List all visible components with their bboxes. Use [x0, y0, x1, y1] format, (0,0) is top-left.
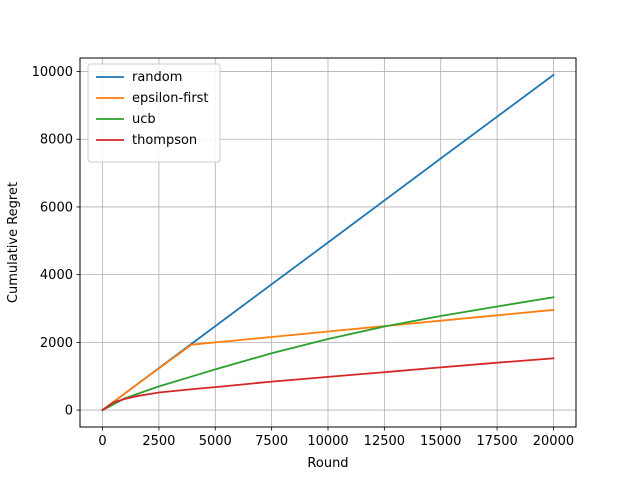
- y-tick-label: 2000: [40, 336, 73, 351]
- x-axis-label: Round: [307, 456, 348, 471]
- axis-ticks: 0 2500 5000 7500 10000 12500 15000 17500 20000 0 2…: [32, 65, 574, 449]
- y-tick-label: 4000: [40, 268, 73, 283]
- x-tick-label: 7500: [255, 434, 288, 449]
- x-tick-label: 2500: [142, 434, 175, 449]
- x-tick-label: 12500: [364, 434, 405, 449]
- y-tick-label: 8000: [40, 133, 73, 148]
- x-tick-label: 17500: [476, 434, 517, 449]
- legend-label-random: random: [132, 70, 182, 85]
- x-tick-label: 5000: [199, 434, 232, 449]
- legend: random epsilon-first ucb thompson: [87, 63, 221, 163]
- series-lines: [101, 73, 555, 412]
- y-tick-label: 10000: [32, 65, 73, 80]
- y-tick-label: 0: [65, 404, 73, 419]
- x-tick-label: 10000: [307, 434, 348, 449]
- x-tick-label: 0: [98, 434, 106, 449]
- legend-box: [87, 63, 221, 163]
- series-line-epsilon-first: [101, 308, 555, 412]
- y-tick-label: 6000: [40, 200, 73, 215]
- legend-label-thompson: thompson: [132, 133, 197, 148]
- x-tick-label: 15000: [420, 434, 461, 449]
- legend-label-ucb: ucb: [132, 112, 156, 127]
- legend-label-epsilon-first: epsilon-first: [132, 91, 209, 106]
- series-line-thompson: [101, 357, 555, 412]
- series-line-ucb: [101, 296, 555, 412]
- x-tick-label: 20000: [533, 434, 574, 449]
- y-axis-label: Cumulative Regret: [6, 182, 21, 303]
